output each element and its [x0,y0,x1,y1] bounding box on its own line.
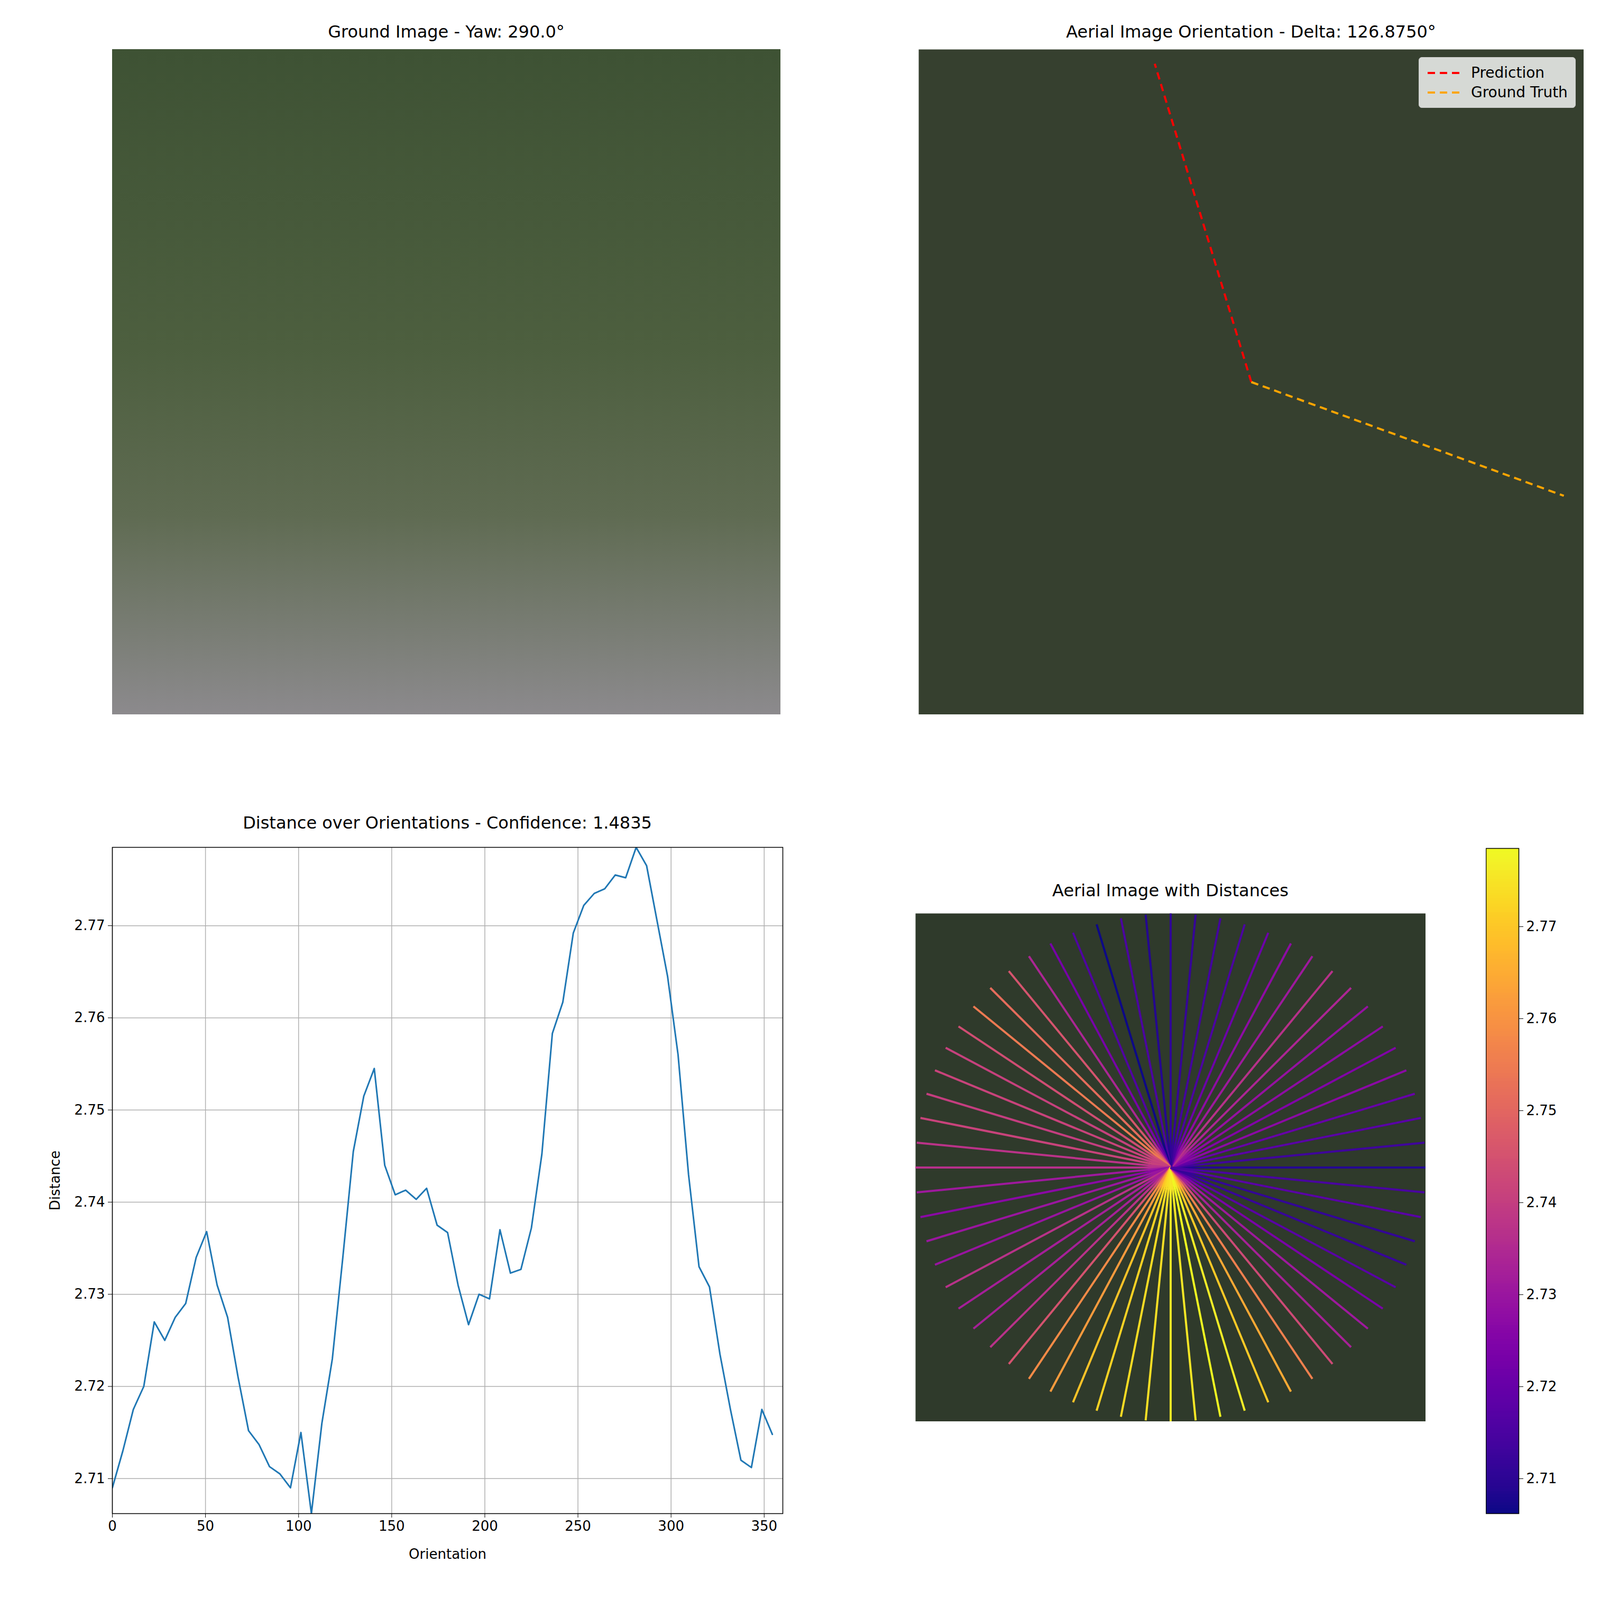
html-text:Prediction: Prediction [1470,63,1545,82]
svg-text:2.74: 2.74 [74,1193,106,1210]
svg-text:50: 50 [196,1518,215,1534]
svg-text:150: 150 [378,1518,406,1534]
svg-text:2.77: 2.77 [1526,918,1558,935]
svg-text:2.72: 2.72 [74,1377,106,1394]
svg-text:Distance: Distance [47,1150,63,1211]
html-text:Distance over Orientations - C: Distance over Orientations - Confidence:… [242,812,652,833]
svg-text:350: 350 [750,1518,778,1534]
svg-text:2.73: 2.73 [74,1285,106,1302]
html-text:Ground Truth: Ground Truth [1470,83,1568,101]
svg-text:2.71: 2.71 [1526,1470,1558,1487]
svg-text:2.74: 2.74 [1526,1194,1558,1211]
svg-text:100: 100 [285,1518,312,1534]
svg-text:2.72: 2.72 [1526,1378,1558,1395]
svg-text:2.77: 2.77 [74,917,106,934]
svg-text:200: 200 [471,1518,499,1534]
html-text:Aerial Image Orientation - Del: Aerial Image Orientation - Delta: 126.87… [1066,21,1436,42]
svg-text:0: 0 [107,1518,117,1534]
html-text:Ground Image - Yaw: 290.0°: Ground Image - Yaw: 290.0° [327,21,565,42]
svg-text:2.71: 2.71 [74,1470,106,1487]
svg-text:2.76: 2.76 [74,1009,106,1026]
svg-text:Orientation: Orientation [408,1546,487,1562]
svg-text:2.73: 2.73 [1526,1286,1558,1303]
svg-text:2.75: 2.75 [1526,1102,1558,1119]
svg-text:250: 250 [564,1518,592,1534]
html-text:Aerial Image with Distances: Aerial Image with Distances [1052,880,1289,901]
svg-text:300: 300 [657,1518,685,1534]
svg-text:2.76: 2.76 [1526,1010,1558,1027]
svg-text:2.75: 2.75 [74,1101,106,1118]
